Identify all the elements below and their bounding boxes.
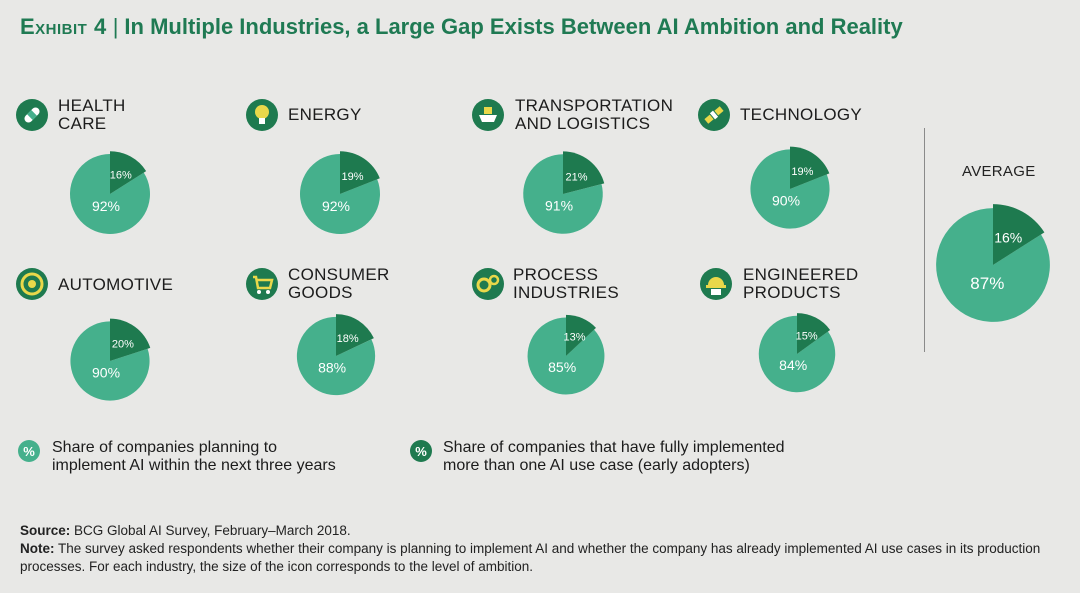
pie-5-ambition-label: 88% — [318, 359, 346, 375]
source-text: BCG Global AI Survey, February–March 201… — [70, 523, 351, 538]
pie-0-adopters-slice — [110, 151, 147, 194]
label-transportation: TRANSPORTATION AND LOGISTICS — [515, 96, 674, 133]
pie-4-ambition-label: 90% — [92, 365, 120, 381]
exhibit-title: Exhibit 4 | In Multiple Industries, a Larg… — [20, 14, 903, 40]
cart-icon — [246, 268, 278, 300]
label-health-care: HEALTH CARE — [58, 96, 126, 133]
pie-2-adopters-slice — [563, 151, 605, 194]
pie-6-adopters-slice — [566, 314, 596, 356]
bandage-icon — [16, 99, 48, 131]
label-automotive: AUTOMOTIVE — [58, 275, 174, 294]
pie-2-ambition-label: 91% — [545, 198, 573, 214]
pie-0-adopters-label: 16% — [110, 170, 132, 182]
pie-2-ambition-slice — [523, 154, 603, 234]
lightbulb-icon — [246, 99, 278, 131]
pie-7-adopters-slice — [797, 313, 831, 354]
average-divider — [924, 128, 925, 352]
legend-dark-text: Share of companies that have fully imple… — [443, 439, 785, 474]
exhibit-number: Exhibit 4 — [20, 14, 107, 39]
pie-6-ambition-label: 85% — [548, 359, 576, 375]
pie-average-adopters-label: 16% — [994, 230, 1022, 246]
hardhat-icon — [700, 268, 732, 300]
pie-1-ambition-label: 92% — [322, 198, 350, 214]
label-engineered-products: ENGINEERED PRODUCTS — [743, 265, 859, 302]
pie-4-ambition-slice — [70, 321, 150, 401]
wheel-icon — [16, 268, 48, 300]
pie-average-adopters-slice — [993, 204, 1045, 265]
pie-0-ambition-label: 92% — [92, 198, 120, 214]
legend-dark-swatch: % — [410, 440, 432, 462]
pie-3-adopters-label: 19% — [791, 166, 813, 178]
pie-4-adopters-slice — [110, 318, 151, 361]
source-label: Source: — [20, 523, 71, 538]
label-consumer-goods: CONSUMER GOODS — [288, 265, 390, 302]
label-process-industries: PROCESS INDUSTRIES — [513, 265, 619, 302]
label-technology: TECHNOLOGY — [740, 105, 863, 124]
note-label: Note: — [20, 541, 55, 556]
pie-5-adopters-slice — [336, 314, 374, 356]
source-note: Source: BCG Global AI Survey, February–M… — [20, 522, 1065, 576]
pie-6-adopters-label: 13% — [563, 332, 585, 344]
pie-7-adopters-label: 15% — [796, 330, 818, 342]
pie-average-ambition-slice — [936, 208, 1050, 322]
note-text: The survey asked respondents whether the… — [20, 541, 1041, 574]
legend-light-swatch: % — [18, 440, 40, 462]
pie-3-ambition-label: 90% — [772, 193, 800, 209]
title-separator: | — [112, 14, 119, 39]
pie-1-adopters-label: 19% — [341, 171, 363, 183]
ship-icon — [472, 99, 504, 131]
pie-2-adopters-label: 21% — [566, 172, 588, 184]
pie-7-ambition-label: 84% — [779, 357, 807, 373]
gears-icon — [472, 268, 504, 300]
pie-4-adopters-label: 20% — [112, 338, 134, 350]
label-energy: ENERGY — [288, 105, 362, 124]
legend-light-text: Share of companies planning to implement … — [52, 439, 336, 474]
pie-5-adopters-label: 18% — [337, 333, 359, 345]
satellite-icon — [698, 99, 730, 131]
pie-3-adopters-slice — [790, 146, 830, 189]
exhibit-heading: In Multiple Industries, a Large Gap Exis… — [124, 14, 903, 39]
pie-average-ambition-label: 87% — [970, 274, 1004, 293]
average-label: AVERAGE — [962, 163, 1036, 180]
pie-1-adopters-slice — [340, 151, 380, 194]
